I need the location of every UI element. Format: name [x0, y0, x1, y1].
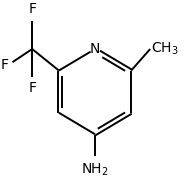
- Text: NH$_2$: NH$_2$: [81, 162, 109, 178]
- Text: F: F: [28, 2, 36, 16]
- Text: F: F: [28, 81, 36, 95]
- Text: F: F: [1, 58, 9, 71]
- Text: CH$_3$: CH$_3$: [151, 41, 179, 57]
- Text: N: N: [90, 42, 100, 56]
